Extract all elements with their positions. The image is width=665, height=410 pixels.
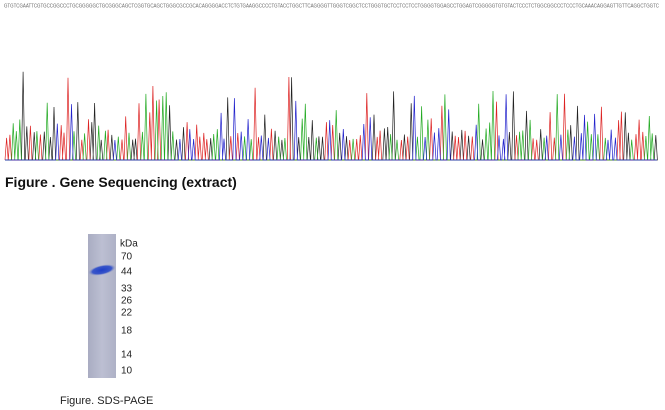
marker-label: 18 (121, 326, 133, 337)
marker-label: 14 (121, 350, 133, 361)
sequencing-caption: Figure . Gene Sequencing (extract) (5, 174, 237, 190)
figure: GTGTCGAATTCGTGCCGGCCCTGCGGGGGCTGCGGGCAGC… (4, 3, 659, 378)
gel-caption: Figure. SDS-PAGE (60, 395, 154, 407)
marker-label: 22 (121, 308, 133, 319)
marker-label: 70 (121, 252, 133, 263)
sequence-text: GTGTCGAATTCGTGCCGGCCCTGCGGGGGCTGCGGGCAGC… (4, 3, 659, 9)
chromatogram (4, 71, 658, 161)
gel-band (88, 264, 116, 276)
gel-unit: kDa (120, 239, 138, 250)
trace (5, 71, 658, 161)
marker-label: 44 (121, 267, 133, 278)
marker-label: 33 (121, 284, 133, 295)
marker-label: 10 (121, 366, 133, 377)
marker-label: 26 (121, 296, 133, 307)
gel-lane (88, 234, 116, 378)
trace (5, 94, 657, 161)
